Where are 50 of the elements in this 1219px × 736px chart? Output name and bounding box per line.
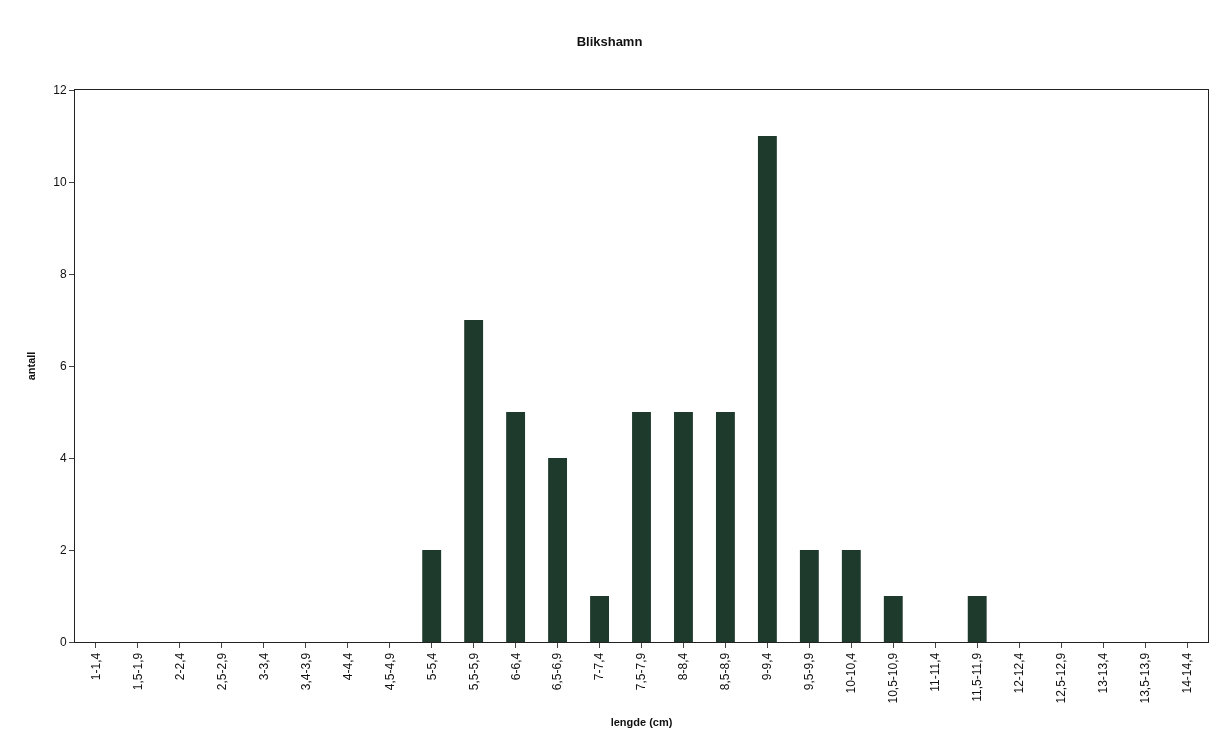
x-axis-title: lengde (cm) xyxy=(610,715,673,728)
bar xyxy=(757,136,777,642)
y-tick-label: 4 xyxy=(59,451,67,466)
y-axis-title: antall xyxy=(24,351,37,381)
x-tick-label: 12-12,4 xyxy=(1012,652,1027,694)
x-tick-label: 5-5,4 xyxy=(424,652,439,681)
x-tick-label: 5,5-5,9 xyxy=(466,652,481,691)
x-tick-label: 7,5-7,9 xyxy=(634,652,649,691)
bar xyxy=(422,550,442,642)
x-tick-label: 14-14,4 xyxy=(1179,652,1194,694)
x-tick-label: 1-1,4 xyxy=(88,652,103,681)
x-tick-label: 4-4,4 xyxy=(340,652,355,681)
y-tick-label: 12 xyxy=(53,83,67,98)
x-tick-label: 3-3,4 xyxy=(256,652,271,681)
x-tick-label: 2-2,4 xyxy=(172,652,187,681)
bar xyxy=(548,458,568,642)
x-tick-label: 6-6,4 xyxy=(508,652,523,681)
x-tick-label: 6,5-6,9 xyxy=(550,652,565,691)
x-tick-label: 4,5-4,9 xyxy=(382,652,397,691)
bar xyxy=(632,412,651,642)
x-tick-label: 7-7,4 xyxy=(592,652,607,681)
x-tick-label: 13-13,4 xyxy=(1095,652,1110,694)
x-tick-label: 10,5-10,9 xyxy=(886,652,901,704)
x-tick-label: 1,5-1,9 xyxy=(130,652,145,691)
bar xyxy=(715,412,735,642)
x-tick-label: 8,5-8,9 xyxy=(718,652,733,691)
x-tick-label: 10-10,4 xyxy=(844,652,859,694)
y-tick-label: 2 xyxy=(59,543,67,558)
bar xyxy=(506,412,526,642)
bar xyxy=(464,320,484,642)
x-tick-label: 9-9,4 xyxy=(760,652,775,681)
x-tick-label: 8-8,4 xyxy=(676,652,691,681)
y-tick-label: 6 xyxy=(59,359,67,374)
y-tick-label: 0 xyxy=(59,635,67,650)
y-tick-label: 8 xyxy=(59,267,67,282)
x-tick-label: 13,5-13,9 xyxy=(1137,652,1152,704)
chart-title: Blikshamn xyxy=(576,33,643,49)
x-tick-label: 3,4-3,9 xyxy=(298,652,313,691)
bar xyxy=(967,596,987,642)
bar xyxy=(883,596,903,642)
x-tick-label: 2,5-2,9 xyxy=(214,652,229,691)
bar xyxy=(841,550,861,642)
x-tick-label: 9,5-9,9 xyxy=(802,652,817,691)
bar xyxy=(674,412,693,642)
y-tick-label: 10 xyxy=(53,175,67,190)
x-tick-label: 11-11,4 xyxy=(928,652,943,692)
x-tick-label: 12,5-12,9 xyxy=(1054,652,1069,704)
bar xyxy=(590,596,609,642)
bar xyxy=(799,550,819,642)
x-tick-label: 11,5-11,9 xyxy=(970,652,985,702)
